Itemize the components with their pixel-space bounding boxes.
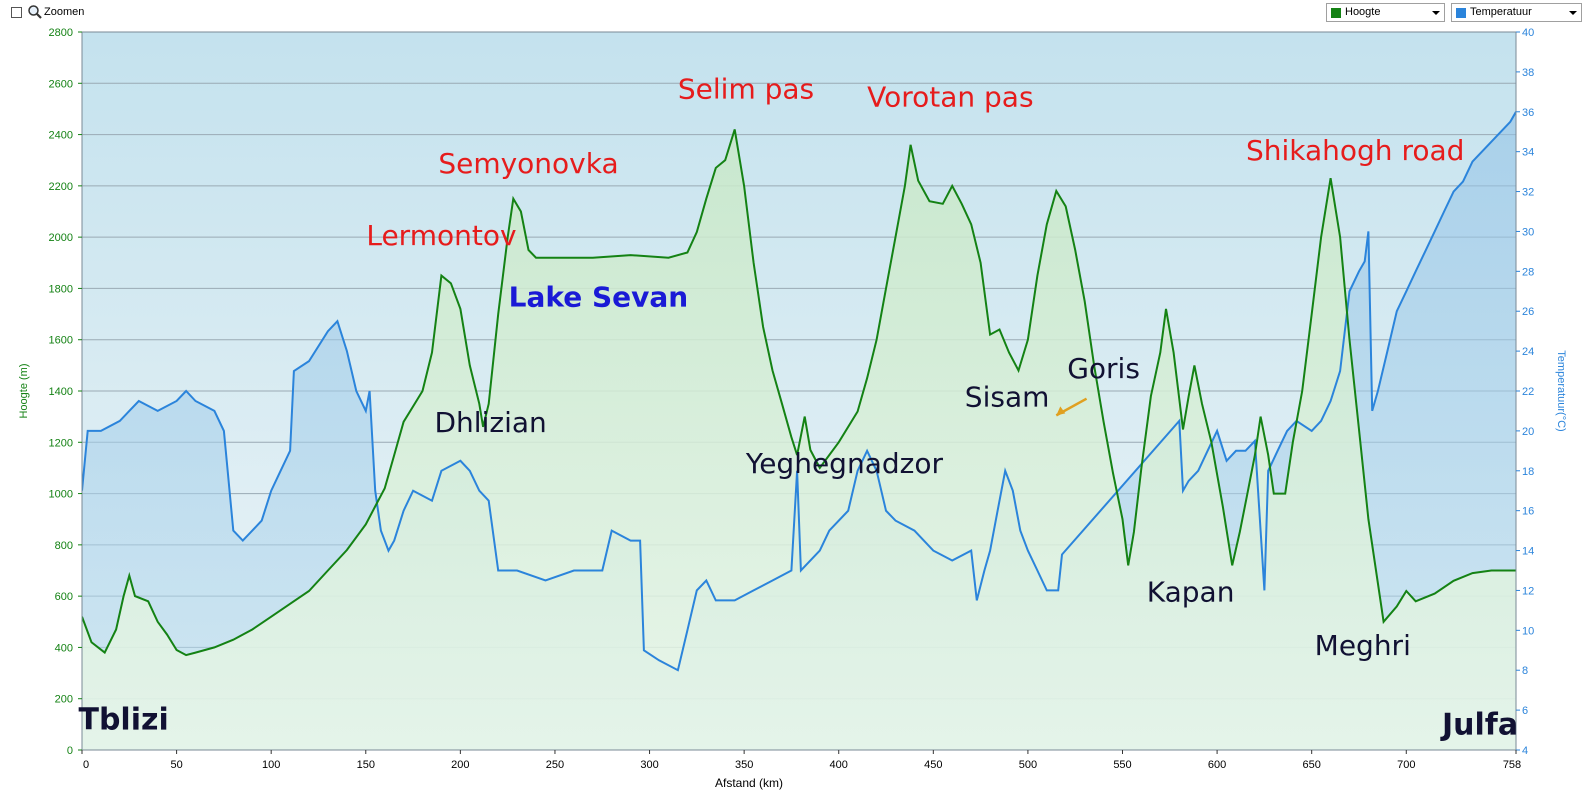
x-tick-label: 100 bbox=[262, 759, 280, 771]
x-tick-label: 500 bbox=[1019, 759, 1037, 771]
y-right-tick-label: 32 bbox=[1522, 187, 1534, 199]
annotation-label: Lake Sevan bbox=[509, 280, 689, 313]
x-tick-label: 550 bbox=[1113, 759, 1131, 771]
x-tick-label: 50 bbox=[170, 759, 182, 771]
chevron-down-icon bbox=[1432, 11, 1440, 15]
zoom-label: Zoomen bbox=[44, 6, 85, 18]
y-right-tick-label: 30 bbox=[1522, 226, 1534, 238]
y-left-tick-label: 1000 bbox=[49, 489, 73, 501]
x-tick-label: 350 bbox=[735, 759, 753, 771]
temperature-color-swatch bbox=[1456, 8, 1466, 18]
y-left-tick-label: 2200 bbox=[49, 181, 73, 193]
y-left-tick-label: 600 bbox=[55, 591, 73, 603]
y-right-tick-label: 16 bbox=[1522, 506, 1534, 518]
toolbar: Zoomen Hoogte Temperatuur bbox=[0, 0, 1586, 26]
y-left-tick-label: 1800 bbox=[49, 283, 73, 295]
y-right-tick-label: 18 bbox=[1522, 466, 1534, 478]
y-left-tick-label: 800 bbox=[55, 540, 73, 552]
magnifier-icon bbox=[28, 5, 42, 19]
axes: 0200400600800100012001400160018002000220… bbox=[18, 27, 1567, 790]
y-right-tick-label: 40 bbox=[1522, 27, 1534, 39]
y-right-tick-label: 36 bbox=[1522, 107, 1534, 119]
x-axis-label: Afstand (km) bbox=[715, 776, 783, 790]
y-left-tick-label: 2800 bbox=[49, 27, 73, 39]
series-select-temperature-label: Temperatuur bbox=[1470, 6, 1532, 18]
x-tick-label: 0 bbox=[83, 759, 89, 771]
y-right-tick-label: 6 bbox=[1522, 705, 1528, 717]
y-left-tick-label: 1600 bbox=[49, 335, 73, 347]
annotation-label: Kapan bbox=[1147, 575, 1235, 608]
x-tick-label: 450 bbox=[924, 759, 942, 771]
x-tick-label: 250 bbox=[546, 759, 564, 771]
annotation-label: Dhlizian bbox=[435, 406, 547, 439]
y-left-tick-label: 200 bbox=[55, 694, 73, 706]
x-tick-label: 600 bbox=[1208, 759, 1226, 771]
x-tick-label: 150 bbox=[357, 759, 375, 771]
annotation-label: Meghri bbox=[1315, 629, 1411, 662]
chevron-down-icon bbox=[1569, 11, 1577, 15]
y-left-tick-label: 2600 bbox=[49, 78, 73, 90]
y-right-tick-label: 20 bbox=[1522, 426, 1534, 438]
elevation-color-swatch bbox=[1331, 8, 1341, 18]
x-tick-label: 300 bbox=[640, 759, 658, 771]
y-right-tick-label: 26 bbox=[1522, 306, 1534, 318]
annotation-label: Julfa bbox=[1440, 708, 1518, 743]
y-right-tick-label: 24 bbox=[1522, 346, 1534, 358]
annotation-label: Tblizi bbox=[78, 702, 168, 737]
annotation-label: Shikahogh road bbox=[1246, 134, 1464, 167]
y-left-tick-label: 1200 bbox=[49, 437, 73, 449]
zoom-checkbox[interactable] bbox=[11, 7, 22, 18]
arrow-head bbox=[1056, 406, 1066, 416]
series-select-elevation-label: Hoogte bbox=[1345, 6, 1381, 18]
y-right-tick-label: 12 bbox=[1522, 585, 1534, 597]
annotation-label: Sisam bbox=[965, 380, 1050, 413]
series-select-elevation[interactable]: Hoogte bbox=[1326, 3, 1445, 22]
elevation-line bbox=[82, 129, 1516, 657]
y-right-tick-label: 4 bbox=[1522, 745, 1528, 757]
y-right-axis-label: Temperatuur(°C) bbox=[1555, 350, 1567, 431]
annotation-label: Semyonovka bbox=[438, 147, 618, 180]
y-right-tick-label: 14 bbox=[1522, 546, 1534, 558]
series-select-temperature[interactable]: Temperatuur bbox=[1451, 3, 1582, 22]
annotation-label: Goris bbox=[1067, 352, 1140, 385]
y-left-tick-label: 1400 bbox=[49, 386, 73, 398]
goris-arrow bbox=[1055, 397, 1088, 417]
x-tick-label: 400 bbox=[830, 759, 848, 771]
y-left-axis-label: Hoogte (m) bbox=[18, 363, 30, 418]
temperature-line bbox=[82, 111, 1516, 672]
y-right-tick-label: 22 bbox=[1522, 386, 1534, 398]
y-right-tick-label: 34 bbox=[1522, 147, 1534, 159]
x-tick-label: 650 bbox=[1303, 759, 1321, 771]
y-right-tick-label: 8 bbox=[1522, 665, 1528, 677]
y-left-tick-label: 400 bbox=[55, 642, 73, 654]
annotations: Lermontov Semyonovka Selim pas Vorotan pas S… bbox=[78, 73, 1518, 743]
y-left-tick-label: 0 bbox=[67, 745, 73, 757]
y-right-tick-label: 38 bbox=[1522, 67, 1534, 79]
x-tick-label: 758 bbox=[1503, 759, 1521, 771]
y-right-tick-label: 10 bbox=[1522, 625, 1534, 637]
annotation-label: Yeghegnadzor bbox=[745, 447, 944, 480]
annotation-label: Selim pas bbox=[678, 73, 814, 106]
x-tick-label: 700 bbox=[1397, 759, 1415, 771]
y-right-tick-label: 28 bbox=[1522, 266, 1534, 278]
annotation-label: Vorotan pas bbox=[867, 80, 1033, 113]
annotation-label: Lermontov bbox=[366, 219, 516, 252]
x-tick-label: 200 bbox=[451, 759, 469, 771]
y-left-tick-label: 2000 bbox=[49, 232, 73, 244]
y-left-tick-label: 2400 bbox=[49, 130, 73, 142]
